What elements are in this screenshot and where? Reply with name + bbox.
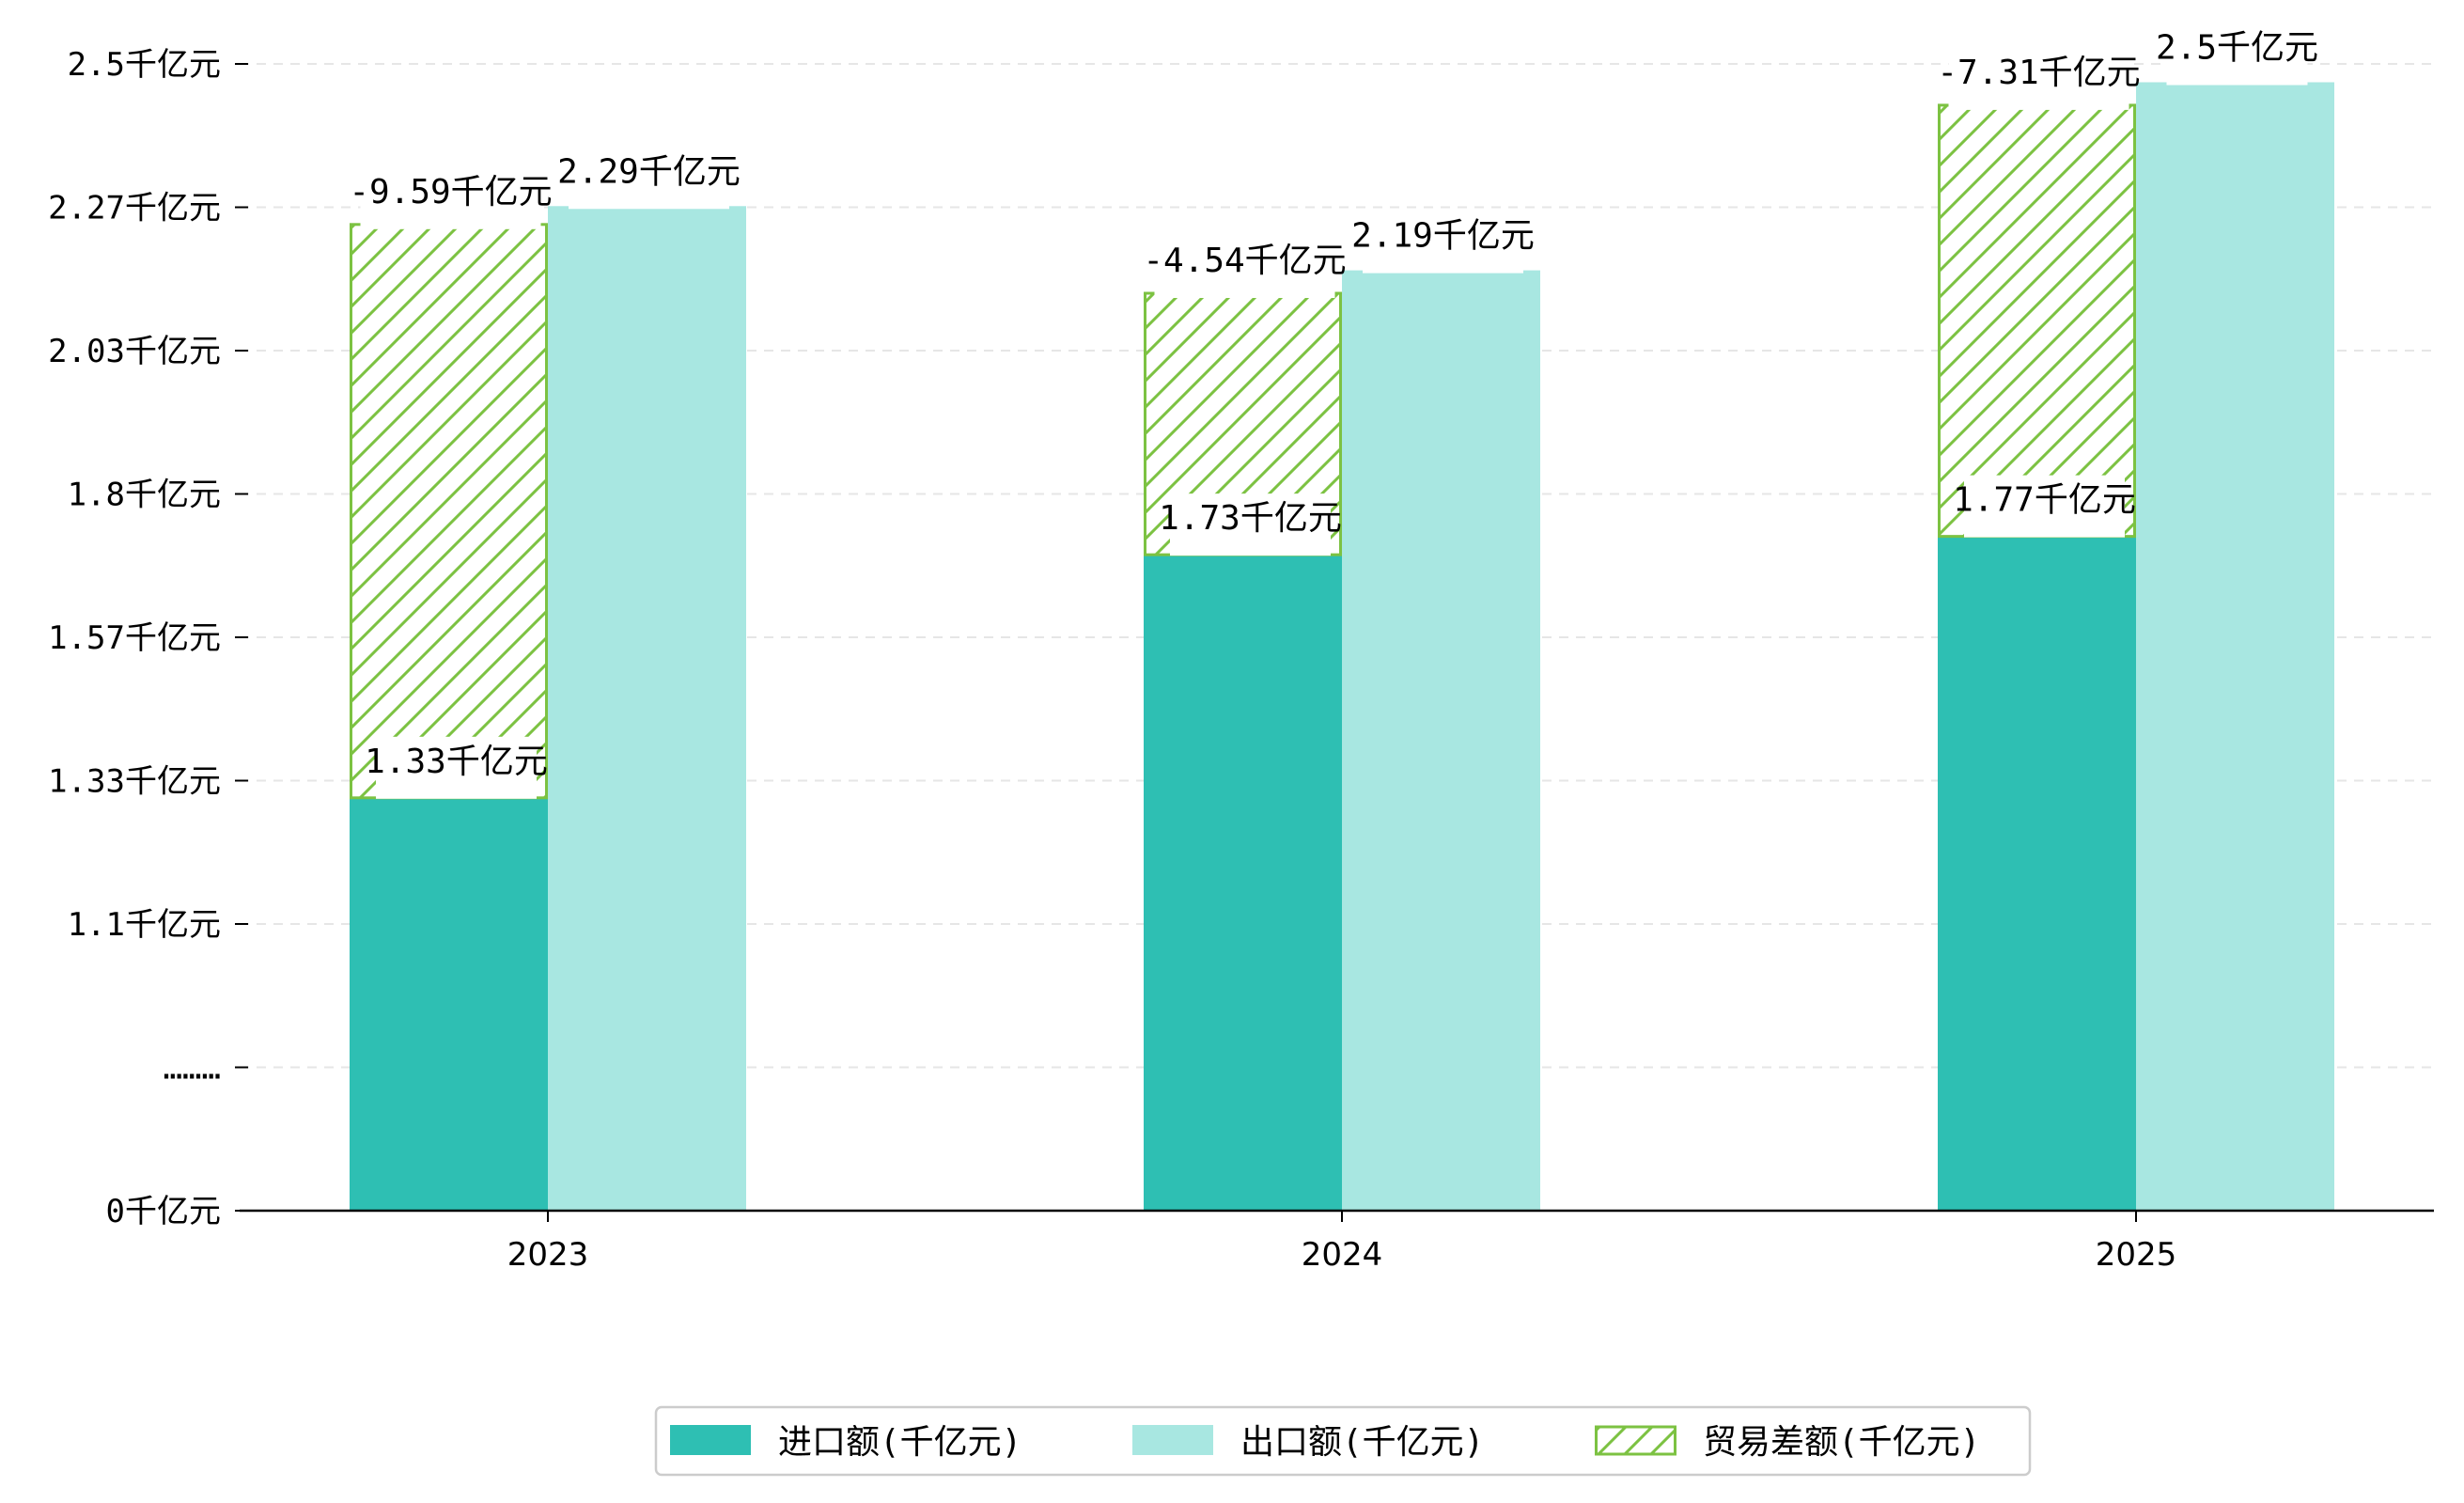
data-label-box <box>569 147 729 210</box>
data-label-box <box>2166 23 2308 86</box>
bar-balance-2023 <box>350 223 548 800</box>
data-label: 1.73千亿元 <box>1159 499 1342 538</box>
legend-swatch-balance <box>1595 1425 1676 1456</box>
y-tick-label: 0千亿元 <box>106 1193 221 1230</box>
y-tick-label: 1.33千亿元 <box>48 763 221 801</box>
bar-export-2024 <box>1342 270 1540 1212</box>
bar-import-2025 <box>1938 536 2136 1211</box>
data-label: 1.77千亿元 <box>1953 481 2136 520</box>
y-tick-label: 2.5千亿元 <box>68 46 221 84</box>
data-label-box <box>376 736 537 799</box>
bar-balance-2025 <box>1938 103 2136 539</box>
y-tick-label: 1.57千亿元 <box>48 619 221 657</box>
data-label: -7.31千亿元 <box>1937 54 2140 92</box>
data-label: 2.29千亿元 <box>557 152 741 191</box>
y-tick-label: ……… <box>164 1050 221 1088</box>
data-label: 1.33千亿元 <box>365 743 548 781</box>
bar-import-2023 <box>350 797 548 1211</box>
y-tick-label: 1.8千亿元 <box>68 477 221 514</box>
data-label-box <box>1154 236 1335 298</box>
bar-import-2024 <box>1144 555 1342 1211</box>
y-tick-label: 2.03千亿元 <box>48 333 221 370</box>
y-tick-label: 2.27千亿元 <box>48 190 221 227</box>
data-label-box <box>1964 475 2125 538</box>
legend-swatch <box>670 1425 751 1455</box>
legend-box <box>654 1405 2032 1477</box>
legend-label: 贸易差额(千亿元) <box>1703 1423 1980 1462</box>
x-tick-label: 2024 <box>1302 1236 1383 1274</box>
legend-swatch <box>1132 1425 1213 1455</box>
data-label: -9.59千亿元 <box>349 173 552 211</box>
legend-label: 进口额(千亿元) <box>778 1423 1021 1462</box>
data-label-box <box>360 166 541 229</box>
data-label: 2.19千亿元 <box>1351 217 1535 256</box>
data-label-box <box>1363 211 1523 274</box>
bar-export-2023 <box>548 206 746 1211</box>
y-tick-label: 1.1千亿元 <box>68 906 221 944</box>
data-label-box <box>1948 47 2129 110</box>
bar-export-2025 <box>2136 82 2334 1211</box>
x-tick-label: 2023 <box>507 1236 589 1274</box>
data-label: 2.5千亿元 <box>2156 29 2318 68</box>
data-label-box <box>1170 493 1331 556</box>
data-label: -4.54千亿元 <box>1143 242 1346 280</box>
x-tick-label: 2025 <box>2096 1236 2177 1274</box>
legend-label: 出口额(千亿元) <box>1240 1423 1484 1462</box>
